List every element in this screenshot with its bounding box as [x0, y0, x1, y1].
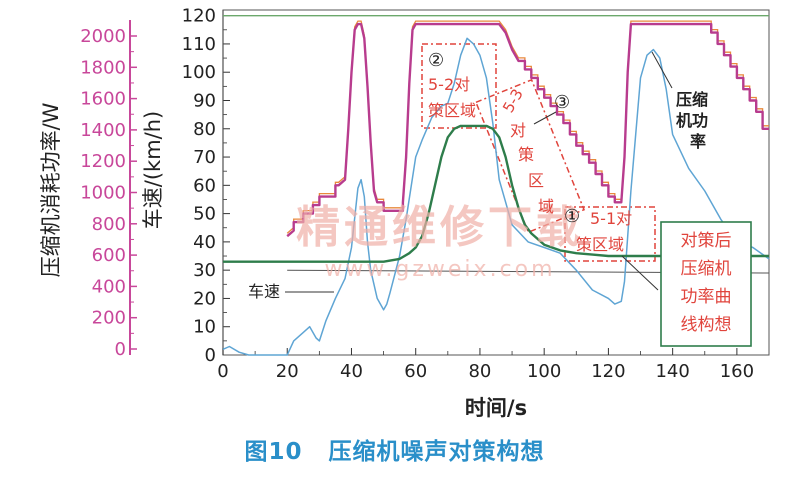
speed-axis-tick-label: 10	[193, 317, 216, 338]
speed-axis-tick-label: 90	[193, 90, 216, 111]
speed-axis-tick-label: 40	[193, 232, 216, 253]
power-axis-label: 压缩机消耗功率/W	[39, 102, 63, 277]
power-axis-tick-label: 600	[92, 245, 126, 266]
power-axis-tick-label: 1200	[80, 151, 126, 172]
power-leader	[651, 51, 673, 89]
speed-axis-label: 车速/(km/h)	[141, 111, 165, 229]
zone-5-3-v2: 对	[510, 121, 526, 140]
power-label-3: 率	[690, 132, 706, 151]
after-curve-box	[660, 221, 752, 347]
after-curve-leader	[621, 255, 659, 291]
time-axis-tick-label: 20	[276, 361, 299, 382]
vehicle-speed-line	[222, 37, 770, 356]
zone-5-3-number: ③	[554, 92, 570, 113]
zone-5-1-line1: 5-1对	[590, 209, 632, 228]
zone-5-1-box	[564, 206, 656, 262]
after-curve-line4: 线构想	[681, 315, 732, 335]
speed-axis-tick-label: 60	[193, 175, 216, 196]
speed-axis-tick-label: 100	[182, 62, 216, 83]
zone-5-3-box	[474, 78, 586, 234]
power-axis-tick-label: 1800	[80, 57, 126, 78]
time-axis-tick-label: 0	[217, 361, 228, 382]
zone-5-3-v1: 5-3	[499, 86, 527, 116]
power-axis-tick-label: 0	[115, 339, 126, 360]
after-curve-line3: 功率曲	[681, 287, 732, 307]
time-axis-tick-label: 40	[340, 361, 363, 382]
zone-5-3-v5: 域	[538, 197, 554, 216]
zone-5-2-number: ②	[428, 50, 444, 71]
compressor-power-line	[286, 22, 769, 238]
power-axis-tick-label: 800	[92, 214, 126, 235]
time-axis-tick-label: 60	[404, 361, 427, 382]
speed-axis-tick-label: 80	[193, 119, 216, 140]
power-axis-tick-label: 1400	[80, 120, 126, 141]
speed-axis-tick-label: 50	[193, 204, 216, 225]
power-axis-tick-label: 1600	[80, 89, 126, 110]
figure-caption: 图10 压缩机噪声对策构想	[0, 432, 789, 466]
power-axis-tick-label: 200	[92, 308, 126, 329]
zone-5-3-v4: 区	[528, 171, 544, 190]
speed-axis-tick-label: 110	[182, 34, 216, 55]
zone-5-2-box	[421, 43, 497, 129]
power-axis-tick-label: 2000	[80, 26, 126, 47]
countermeasure-zones	[421, 43, 656, 262]
power-axis-tick-label: 400	[92, 276, 126, 297]
power-axis: 0 200 400 600 800 1000 1200 1400 1600 1800 2000	[80, 20, 137, 360]
time-axis-label: 时间/s	[465, 396, 527, 420]
after-curve-line1: 对策后	[681, 231, 732, 251]
figure-title: 压缩机噪声对策构想	[328, 439, 545, 465]
time-axis-tick-label: 140	[655, 361, 689, 382]
plot-frame	[222, 9, 770, 356]
time-axis-tick-label: 80	[468, 361, 491, 382]
after-curve-line2: 压缩机	[681, 259, 732, 279]
zone-5-1-line2: 策区域	[576, 235, 624, 254]
time-axis-tick-label: 160	[720, 361, 754, 382]
time-axis-tick-label: 120	[591, 361, 625, 382]
zone-5-2-line2: 策区域	[428, 101, 476, 120]
zone-5-3-leader	[533, 111, 557, 125]
power-label-1: 压缩	[676, 90, 708, 109]
time-axis: 0 20 40 60 80 100 120 140 160	[217, 348, 754, 382]
speed-axis-tick-label: 20	[193, 288, 216, 309]
zone-5-1-number: ①	[564, 206, 580, 227]
time-axis-tick-label: 100	[527, 361, 561, 382]
speed-axis-tick-label: 120	[182, 6, 216, 27]
annotations: 车速 压缩 机功 率 ② 5-2对 策区域 ③ 5-3 对 策 区 域 ① 5-…	[248, 50, 752, 347]
watermark-url: www.gzweix.com	[324, 257, 555, 282]
zone-5-2-line1: 5-2对	[428, 75, 470, 94]
power-axis-tick-label: 1000	[80, 183, 126, 204]
watermark-text: 精通维修下载	[296, 202, 584, 253]
power-label-2: 机功	[676, 111, 708, 130]
series-layer	[222, 15, 770, 356]
speed-axis-tick-label: 70	[193, 147, 216, 168]
speed-label: 车速	[248, 282, 280, 301]
countermeasure-curve-line	[223, 124, 769, 263]
watermark: 精通维修下载 www.gzweix.com	[296, 202, 584, 282]
figure-number: 图10	[244, 439, 303, 465]
speed-axis-tick-label: 30	[193, 260, 216, 281]
speed-axis-tick-label: 0	[205, 345, 216, 366]
zone-5-3-v3: 策	[518, 145, 534, 164]
